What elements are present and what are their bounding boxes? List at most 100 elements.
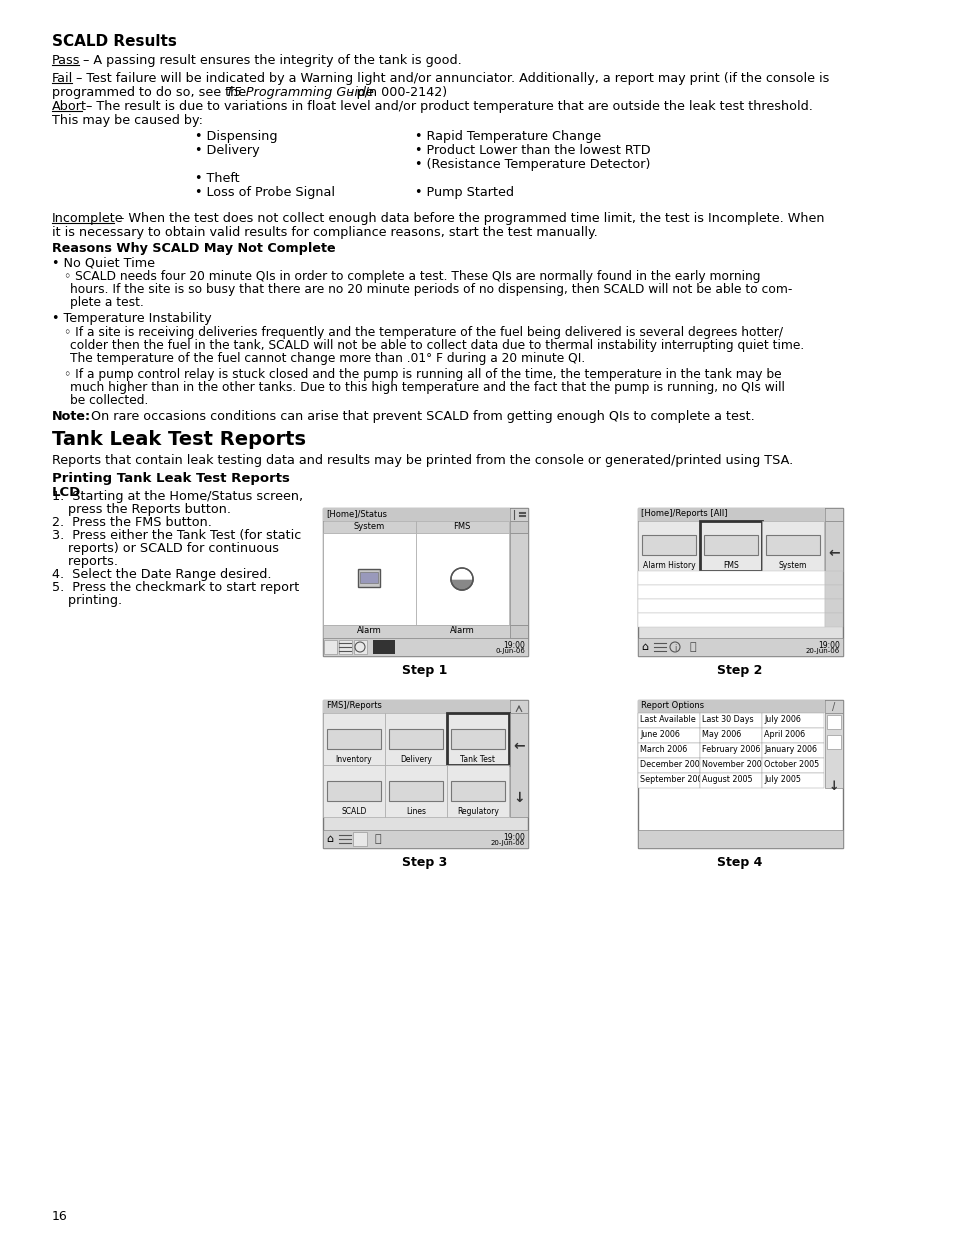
Bar [510,700,527,713]
Text: /: / [832,701,835,713]
Text: Last Available: Last Available [639,715,695,724]
Bar [761,727,823,743]
Text: • Dispensing: • Dispensing [194,130,277,143]
Bar [323,764,385,818]
Bar [338,640,352,655]
Text: ⎙: ⎙ [665,538,671,550]
Text: – Test failure will be indicated by a Warning light and/or annunciator. Addition: – Test failure will be indicated by a Wa… [71,72,828,85]
Text: ⎙: ⎙ [689,642,696,652]
Bar [373,640,395,655]
Text: 16: 16 [52,1210,68,1223]
Bar [451,781,504,802]
Bar [323,521,416,534]
Bar [323,830,527,848]
Bar [353,832,367,846]
Text: ⎙: ⎙ [727,538,733,550]
Text: ✓: ✓ [828,721,838,731]
Text: Incomplete: Incomplete [52,212,124,225]
Text: Last 30 Days: Last 30 Days [701,715,753,724]
Bar [824,585,842,599]
Text: ⎙: ⎙ [375,834,381,844]
Text: ⎙: ⎙ [475,734,480,743]
Text: Step 4: Step 4 [717,856,761,869]
Text: much higher than in the other tanks. Due to this high temperature and the fact t: much higher than in the other tanks. Due… [70,382,784,394]
Polygon shape [451,568,473,579]
Bar [638,508,824,521]
Bar [765,535,820,555]
Text: October 2005: October 2005 [763,760,819,769]
Bar [451,729,504,748]
Bar [323,508,510,521]
Bar [703,535,758,555]
Bar [638,508,842,656]
Text: ←: ← [827,546,839,559]
Bar [323,638,527,656]
Text: The temperature of the fuel cannot change more than .01° F during a 20 minute QI: The temperature of the fuel cannot chang… [70,352,584,366]
Text: ◦ If a pump control relay is stuck closed and the pump is running all of the tim: ◦ If a pump control relay is stuck close… [64,368,781,382]
Text: August 2005: August 2005 [701,776,752,784]
Text: Regulatory: Regulatory [456,806,498,816]
Text: [Home]/Reports [All]: [Home]/Reports [All] [640,509,727,517]
Bar [824,521,842,571]
Bar [510,625,527,638]
Text: ⌂: ⌂ [640,642,648,652]
Text: reports) or SCALD for continuous: reports) or SCALD for continuous [52,542,278,555]
Polygon shape [451,579,473,590]
Text: July 2006: July 2006 [763,715,800,724]
Text: ⎙: ⎙ [789,538,795,550]
Text: November 2005: November 2005 [701,760,766,769]
Text: Lines: Lines [406,806,426,816]
Text: ✕: ✕ [829,741,837,751]
Text: December 2005: December 2005 [639,760,704,769]
Bar [638,599,824,613]
Text: programmed to do so, see the: programmed to do so, see the [52,86,250,99]
Bar [447,713,509,764]
Bar [323,700,527,848]
Text: printing.: printing. [52,594,122,606]
Bar [761,743,823,758]
Text: April 2006: April 2006 [763,730,804,739]
Text: Reports that contain leak testing data and results may be printed from the conso: Reports that contain leak testing data a… [52,454,792,467]
Bar [700,758,761,773]
Text: ✓: ✓ [355,834,364,844]
Text: • (Resistance Temperature Detector): • (Resistance Temperature Detector) [415,158,650,170]
Text: be collected.: be collected. [70,394,149,408]
Text: • Pump Started: • Pump Started [415,186,514,199]
Text: – A passing result ensures the integrity of the tank is good.: – A passing result ensures the integrity… [79,54,461,67]
Bar [638,613,824,627]
Bar [416,534,509,625]
Text: FMS: FMS [453,522,470,531]
Bar [354,640,367,655]
Bar [761,773,823,788]
Bar [638,773,700,788]
Bar [447,764,509,818]
Bar [700,743,761,758]
Bar [638,713,700,727]
Text: i: i [358,643,361,653]
Text: [Home]/Status: [Home]/Status [326,509,387,517]
Bar [824,613,842,627]
Text: Alarm: Alarm [356,626,381,635]
Text: May 2006: May 2006 [701,730,740,739]
Bar [327,781,380,802]
Text: ⌂: ⌂ [326,834,334,844]
Bar [323,508,527,656]
Text: Alarm History: Alarm History [642,561,695,571]
Bar [700,713,761,727]
Text: 0-Jun-06: 0-Jun-06 [495,648,524,655]
Bar [761,713,823,727]
Text: June 2006: June 2006 [639,730,679,739]
Bar [638,743,700,758]
Text: Abort: Abort [52,100,87,112]
Text: System: System [353,522,384,531]
Bar [389,781,442,802]
Text: • Delivery: • Delivery [194,144,259,157]
Text: ⎙: ⎙ [475,785,480,795]
Text: Note:: Note: [52,410,91,424]
Text: 3.  Press either the Tank Test (for static: 3. Press either the Tank Test (for stati… [52,529,301,542]
Text: plete a test.: plete a test. [70,296,144,309]
Text: Step 3: Step 3 [402,856,447,869]
Bar [824,571,842,585]
Text: – The result is due to variations in float level and/or product temperature that: – The result is due to variations in flo… [82,100,812,112]
Text: reports.: reports. [52,555,118,568]
